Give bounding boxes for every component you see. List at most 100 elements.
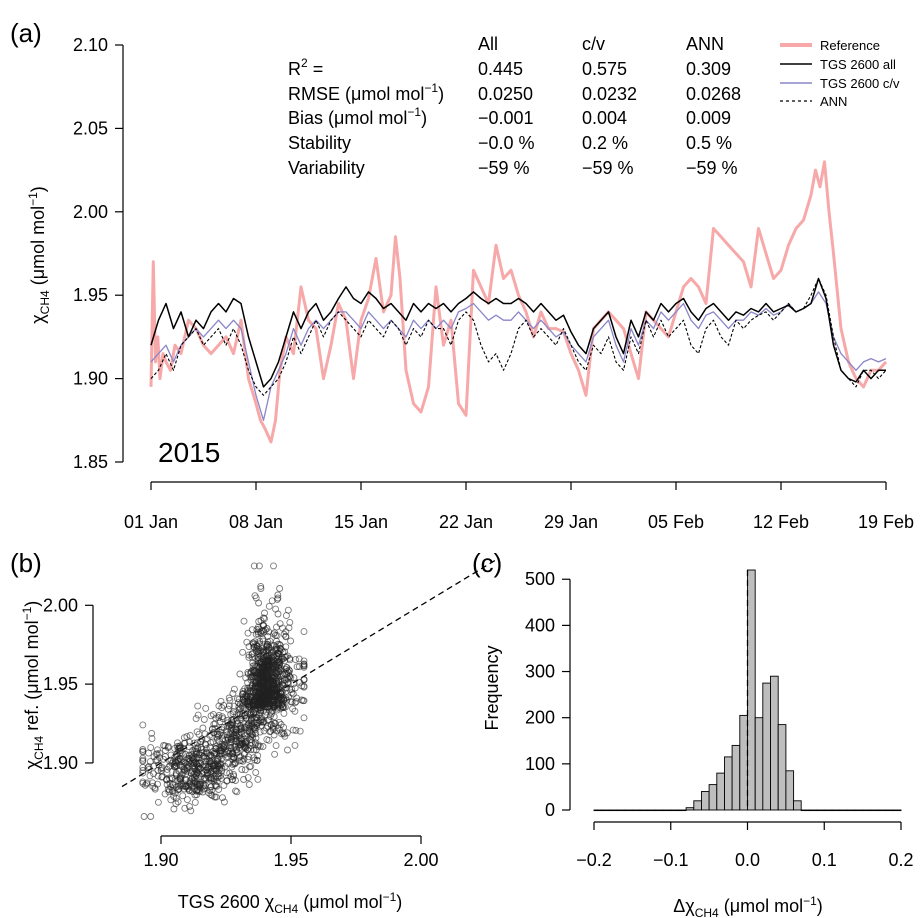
scatter-point [225, 694, 233, 702]
scatter-point [205, 752, 213, 760]
scatter-point [282, 633, 290, 641]
histogram-bar [800, 809, 810, 812]
x-tick-label: 08 Jan [229, 512, 283, 532]
legend: Reference TGS 2600 all TGS 2600 c/v ANN [780, 38, 900, 109]
histogram-bar [846, 809, 856, 812]
scatter-point [183, 764, 191, 772]
scatter-point [274, 703, 282, 711]
scatter-point [191, 798, 199, 806]
stats-col-header: All [478, 34, 498, 54]
scatter-point [280, 709, 288, 717]
scatter-point [229, 715, 237, 723]
scatter-point [270, 703, 278, 711]
y-tick-label: 300 [525, 662, 555, 682]
legend-label: Reference [820, 38, 880, 53]
scatter-point [195, 763, 203, 771]
scatter-point [273, 595, 281, 603]
stats-value: 0.0232 [582, 84, 637, 104]
histogram-bar [693, 800, 702, 811]
series-ann [150, 277, 887, 396]
scatter-point [234, 742, 242, 750]
scatter-point [211, 793, 219, 801]
histogram-bar [662, 809, 672, 812]
scatter-point [224, 705, 232, 713]
scatter-point [174, 755, 182, 763]
scatter-point [236, 670, 244, 678]
scatter-point [219, 794, 226, 802]
panel-a-label: (a) [10, 18, 42, 48]
scatter-point [200, 716, 208, 723]
scatter-point [193, 780, 201, 788]
stats-value: 0.445 [478, 59, 523, 79]
scatter-point [210, 767, 218, 775]
stats-value: 0.0250 [478, 84, 533, 104]
scatter-point [196, 788, 204, 796]
stats-value: 0.309 [686, 59, 731, 79]
panel-b-label: (b) [10, 548, 42, 578]
histogram-bar [593, 809, 603, 812]
scatter-point [207, 739, 215, 747]
panel-b-y-axis-title: χCH4 ref. (μmol mol−1) [20, 601, 46, 770]
legend-label: TGS 2600 c/v [820, 76, 900, 91]
scatter-point [273, 637, 280, 645]
x-tick-label: 1.95 [273, 850, 308, 870]
scatter-point [246, 698, 254, 706]
x-tick-label: 22 Jan [439, 512, 493, 532]
scatter-point [212, 714, 220, 722]
scatter-point [300, 657, 308, 665]
y-tick-label: 200 [525, 708, 555, 728]
scatter-point [186, 738, 194, 746]
scatter-point [218, 726, 226, 734]
histogram-bar [892, 809, 902, 812]
scatter-point [279, 624, 287, 632]
scatter-point [279, 655, 287, 663]
scatter-point [200, 748, 208, 756]
scatter-point [190, 739, 198, 747]
histogram-bar [631, 809, 641, 812]
scatter-point [252, 713, 260, 721]
histogram-bar [754, 717, 764, 811]
histogram-bar [854, 809, 864, 812]
legend-label: ANN [820, 94, 847, 109]
scatter-point [273, 623, 280, 631]
histogram-bar [608, 809, 618, 812]
scatter-point [148, 729, 156, 737]
scatter-point [280, 696, 288, 704]
scatter-point [245, 744, 253, 752]
scatter-point [293, 694, 301, 702]
panel-a-axes: 1.85 1.90 1.95 2.00 2.05 2.10 01 Jan 08 Jan 15 J… [73, 35, 914, 532]
scatter-point [187, 760, 195, 768]
scatter-point [300, 714, 308, 722]
scatter-point [223, 734, 231, 741]
panel-a-timeseries: (a) 2015 χCH4 (μmol mol−1) 1.85 1.90 1.95 2… [10, 18, 914, 532]
stats-row-label: Bias (μmol mol−1) [288, 105, 427, 128]
y-tick-label: 2.00 [43, 595, 78, 615]
scatter-point [245, 781, 253, 788]
stats-value: 0.5 % [686, 133, 732, 153]
scatter-point [162, 747, 169, 754]
stats-col-header: ANN [686, 34, 724, 54]
scatter-point [169, 781, 177, 789]
stats-value: 0.2 % [582, 133, 628, 153]
y-tick-label: 100 [525, 754, 555, 774]
scatter-point [181, 804, 189, 812]
scatter-point [275, 668, 283, 676]
scatter-point [191, 763, 199, 771]
stats-value: −0.001 [478, 108, 534, 128]
scatter-point [229, 776, 237, 783]
scatter-point [248, 722, 256, 730]
scatter-point [139, 763, 147, 771]
scatter-point [207, 791, 215, 799]
scatter-point [291, 741, 299, 749]
scatter-point [235, 737, 243, 745]
stats-value: 0.004 [582, 108, 627, 128]
scatter-point [139, 754, 147, 762]
scatter-point [274, 692, 282, 700]
scatter-point [217, 772, 224, 780]
scatter-point [250, 643, 258, 651]
scatter-point [209, 710, 217, 718]
y-tick-label: 2.00 [73, 202, 108, 222]
scatter-point [233, 788, 241, 796]
scatter-point [218, 764, 226, 772]
